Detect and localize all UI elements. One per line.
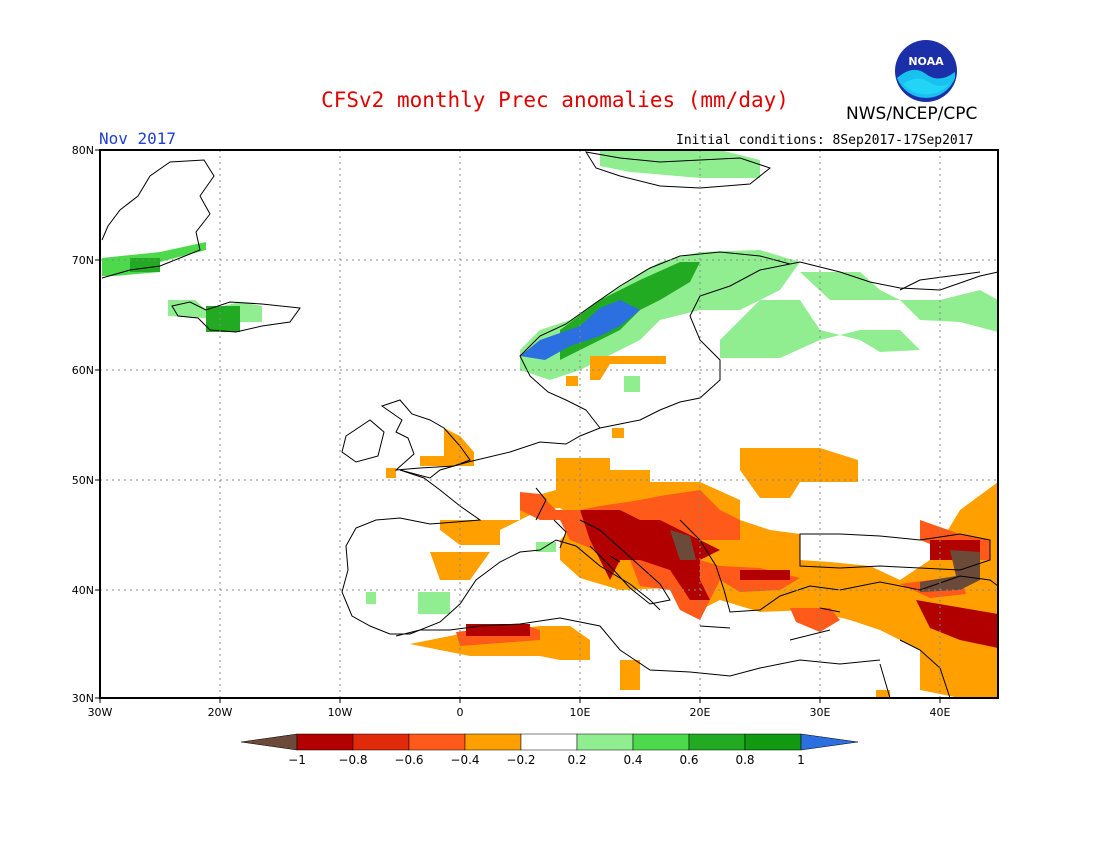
lat-label-40n: 40N: [72, 584, 94, 597]
lat-label-30n: 30N: [72, 692, 94, 705]
colorbar: −1 −0.8 −0.6 −0.4 −0.2 0.2 0.4 0.6 0.8 1: [240, 733, 859, 767]
coast-ireland: [341, 419, 385, 463]
lat-label-80n: 80N: [72, 144, 94, 157]
colorbar-tick-label: −0.8: [338, 753, 367, 767]
colorbar-tick-label: 0.8: [735, 753, 754, 767]
coast-norway: [519, 251, 791, 429]
colorbar-tick-label: 0.6: [679, 753, 698, 767]
darkred-anomaly-northafrica: [466, 624, 530, 636]
orange-anomaly-ukraine: [740, 448, 858, 498]
coast-islands: [535, 487, 841, 641]
colorbar-bin: [688, 733, 746, 751]
lon-label-10e: 10E: [570, 706, 591, 719]
colorbar-bin: [408, 733, 466, 751]
map-title: CFSv2 monthly Prec anomalies (mm/day): [321, 88, 789, 112]
colorbar-bin: [352, 733, 410, 751]
colorbar-bin: [632, 733, 690, 751]
coastlines: [101, 151, 999, 699]
lon-axis: 30W 20W 10W 0 10E 20E 30E 40E: [88, 698, 951, 719]
forecast-month: Nov 2017: [99, 129, 177, 148]
initial-conditions: Initial conditions: 8Sep2017-17Sep2017: [676, 133, 974, 148]
coast-svalbard: [584, 151, 772, 189]
map-frame: [99, 149, 999, 699]
colorbar-tick-label: −0.4: [450, 753, 479, 767]
colorbar-bin: [464, 733, 522, 751]
lat-label-60n: 60N: [72, 364, 94, 377]
coast-iceland: [171, 301, 301, 333]
lon-label-40e: 40E: [930, 706, 951, 719]
colorbar-tick-label: 1: [797, 753, 805, 767]
lat-label-50n: 50N: [72, 474, 94, 487]
colorbar-bin: [744, 733, 802, 751]
lon-label-20w: 20W: [208, 706, 233, 719]
lon-label-20e: 20E: [690, 706, 711, 719]
coast-north-africa: [395, 617, 881, 677]
coast-novaya: [899, 271, 981, 291]
colorbar-tick-label: −0.6: [394, 753, 423, 767]
lon-label-30e: 30E: [810, 706, 831, 719]
colorbar-bin: [520, 733, 578, 751]
brown-anomaly-caucasus: [920, 550, 980, 592]
darkred-anomaly-adriatic: [580, 510, 720, 600]
colorbar-tick-label: 0.4: [623, 753, 642, 767]
colorbar-bin: [576, 733, 634, 751]
orange-anomaly-scandi: [566, 356, 666, 386]
green-anomaly-svalbard: [600, 150, 760, 178]
lon-label-10w: 10W: [328, 706, 353, 719]
org-label: NWS/NCEP/CPC: [846, 104, 978, 124]
colorbar-tick-label: −0.2: [506, 753, 535, 767]
lat-axis: 30N 40N 50N 60N 70N 80N: [72, 144, 100, 705]
colorbar-arrow-right: [800, 733, 859, 751]
coast-blacksea: [799, 533, 991, 571]
orange-anomaly-uk: [420, 428, 474, 466]
noaa-logo-text: NOAA: [908, 55, 944, 68]
darkred-anomaly-misc: [740, 540, 998, 648]
noaa-logo-icon: NOAA: [895, 40, 957, 102]
colorbar-tick-label: 0.2: [567, 753, 586, 767]
coast-italy-balkans: [579, 519, 999, 613]
gridlines: [100, 150, 998, 698]
colorbar-arrow-left: [240, 733, 298, 751]
colorbar-tick-label: −1: [288, 753, 306, 767]
green-anomaly-russia: [800, 272, 998, 332]
green-anomaly-iceland-2: [206, 306, 240, 332]
anomaly-fields: [102, 150, 998, 698]
lon-label-30w: 30W: [88, 706, 113, 719]
brown-anomaly-adriatic: [670, 530, 696, 560]
colorbar-bin: [296, 733, 354, 751]
coast-mideast: [879, 639, 951, 699]
lat-label-70n: 70N: [72, 254, 94, 267]
coast-mainland: [399, 261, 999, 479]
green-anomaly-scandinavia: [520, 250, 920, 380]
coast-greenland: [101, 159, 215, 279]
lon-label-0: 0: [457, 706, 464, 719]
